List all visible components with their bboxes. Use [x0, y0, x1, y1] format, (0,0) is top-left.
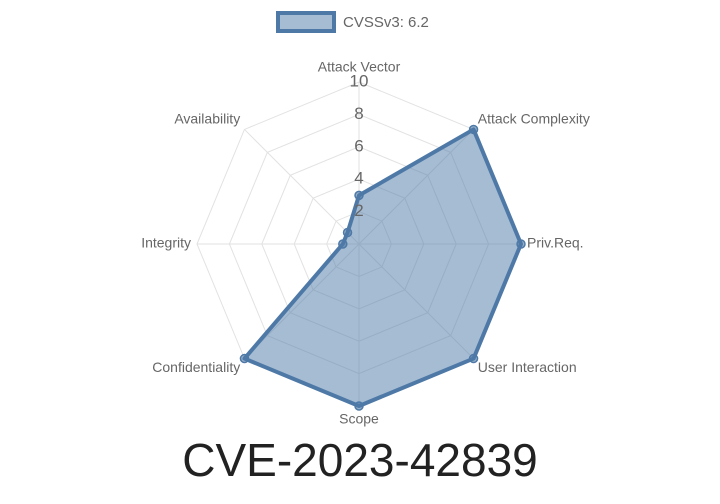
- axis-label: Attack Vector: [318, 59, 401, 75]
- axis-label: Priv.Req.: [527, 235, 584, 251]
- data-point: [342, 227, 353, 238]
- tick-label: 8: [354, 104, 363, 123]
- data-point: [338, 239, 348, 249]
- data-point: [516, 239, 526, 249]
- tick-label: 10: [350, 71, 369, 90]
- data-point: [468, 124, 479, 135]
- legend-label: CVSSv3: 6.2: [343, 14, 429, 31]
- spoke: [244, 129, 360, 245]
- data-point: [354, 190, 364, 201]
- axis-label: Availability: [174, 110, 240, 126]
- axis-label: Scope: [339, 411, 379, 427]
- axis-label: Attack Complexity: [478, 110, 590, 126]
- tick-label: 4: [354, 169, 363, 188]
- chart-title: CVE-2023-42839: [182, 434, 537, 486]
- data-point: [468, 353, 479, 364]
- data-point: [239, 353, 250, 364]
- axis-label: Integrity: [141, 235, 191, 251]
- tick-label: 2: [354, 201, 363, 220]
- legend-swatch: [276, 11, 336, 33]
- tick-label: 6: [354, 136, 363, 155]
- axis-label: Confidentiality: [152, 359, 240, 375]
- data-point: [354, 401, 364, 411]
- axis-label: User Interaction: [478, 359, 577, 375]
